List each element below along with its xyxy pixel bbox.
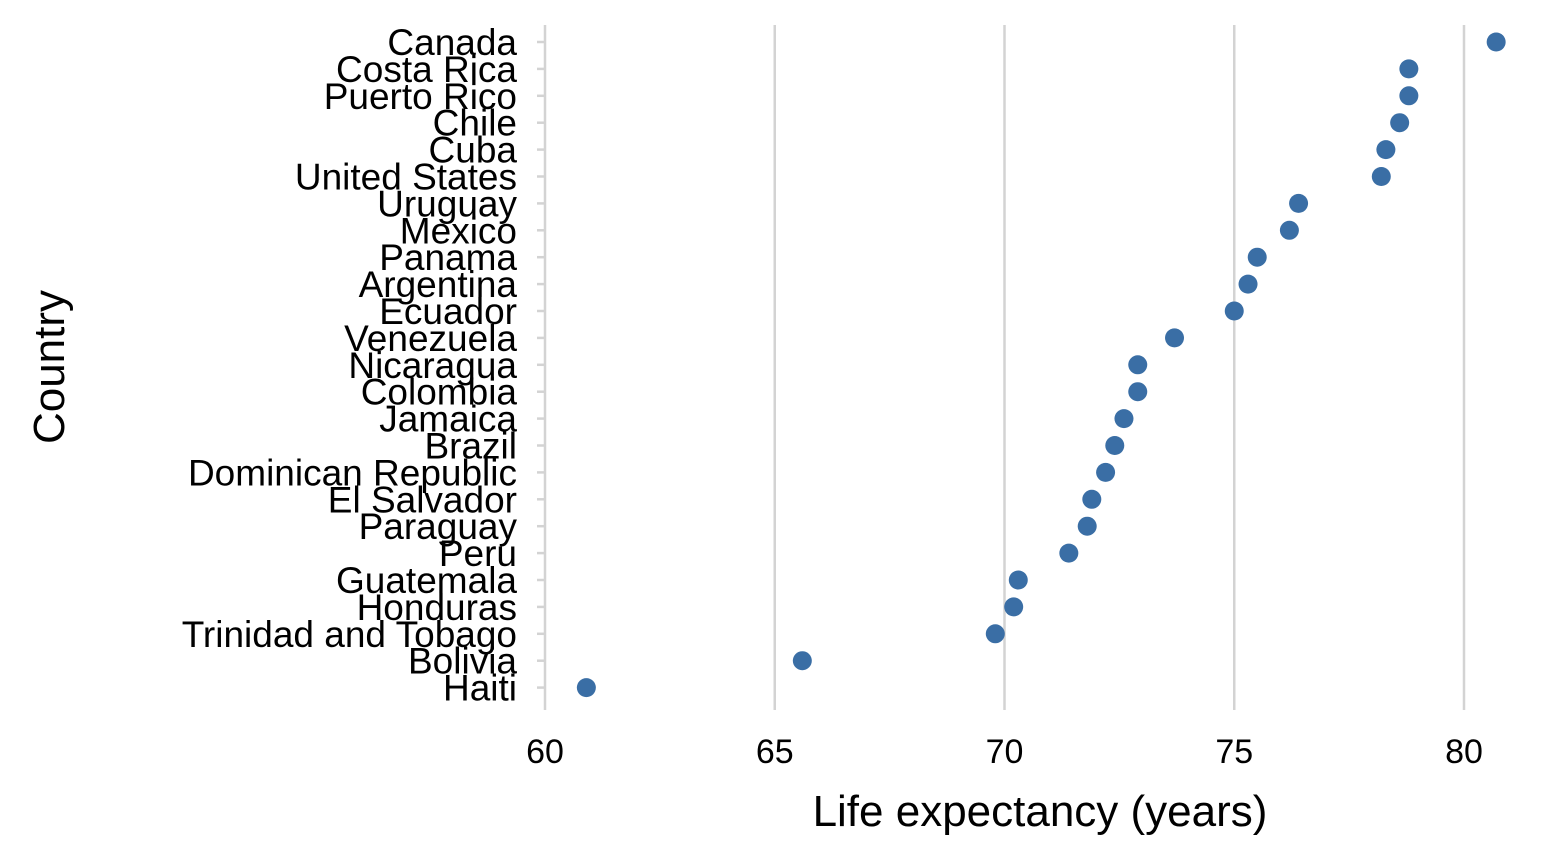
country-label: Cuba — [429, 130, 518, 171]
data-point — [1128, 382, 1148, 402]
country-label: Peru — [439, 533, 517, 574]
country-label: Brazil — [424, 426, 517, 467]
country-label: Puerto Rico — [324, 76, 517, 117]
country-label: Jamaica — [379, 399, 517, 440]
data-point — [1247, 247, 1267, 267]
country-label: United States — [295, 157, 517, 198]
country-label: Panama — [379, 237, 517, 278]
data-point — [1224, 301, 1244, 321]
country-label: Ecuador — [379, 291, 517, 332]
data-point — [1399, 59, 1419, 79]
data-point — [1077, 516, 1097, 536]
data-point — [1390, 113, 1410, 133]
x-tick-label: 60 — [526, 733, 564, 771]
country-label: Guatemala — [336, 560, 517, 601]
data-point — [1004, 597, 1024, 617]
country-label: Canada — [387, 22, 517, 63]
country-label: Colombia — [361, 372, 518, 413]
data-points — [576, 32, 1506, 698]
country-label: Paraguay — [359, 506, 518, 547]
data-point — [1371, 167, 1391, 186]
country-label: Haiti — [443, 668, 517, 709]
data-point — [1486, 32, 1506, 52]
y-axis-title: Country — [25, 290, 74, 444]
country-label: Nicaragua — [348, 345, 517, 386]
gridlines — [773, 25, 1466, 710]
country-label: El Salvador — [328, 479, 517, 520]
data-point — [1059, 543, 1079, 563]
data-point — [1105, 436, 1125, 455]
x-tick-label: 65 — [756, 733, 794, 771]
country-label: Venezuela — [344, 318, 517, 359]
country-label: Mexico — [400, 210, 517, 251]
x-tick-label: 70 — [986, 733, 1024, 771]
data-point — [576, 678, 596, 698]
y-axis-ticks — [537, 40, 545, 689]
data-point — [792, 651, 812, 671]
x-tick-label: 80 — [1445, 733, 1483, 771]
country-label: Costa Rica — [336, 49, 517, 90]
data-point — [1008, 570, 1028, 590]
data-point — [1238, 274, 1258, 294]
country-label: Chile — [433, 103, 517, 144]
data-point — [1376, 140, 1396, 160]
data-point — [1082, 489, 1102, 509]
country-label: Trinidad and Tobago — [182, 614, 517, 655]
data-point — [1289, 193, 1309, 213]
x-tick-label: 75 — [1215, 733, 1253, 771]
data-point — [1128, 355, 1148, 375]
country-label: Dominican Republic — [188, 452, 517, 493]
country-label: Honduras — [357, 587, 517, 628]
country-label: Argentina — [359, 264, 518, 305]
country-label: Bolivia — [408, 641, 517, 682]
data-point — [985, 624, 1005, 644]
data-point — [1399, 86, 1419, 106]
data-point — [1114, 409, 1134, 429]
country-label: Uruguay — [377, 183, 517, 224]
data-point — [1279, 220, 1299, 240]
x-axis-title: Life expectancy (years) — [813, 787, 1268, 836]
data-point — [1096, 462, 1116, 482]
x-axis-tick-labels: 60 65 70 75 80 — [526, 733, 1483, 771]
data-point — [1165, 328, 1185, 348]
